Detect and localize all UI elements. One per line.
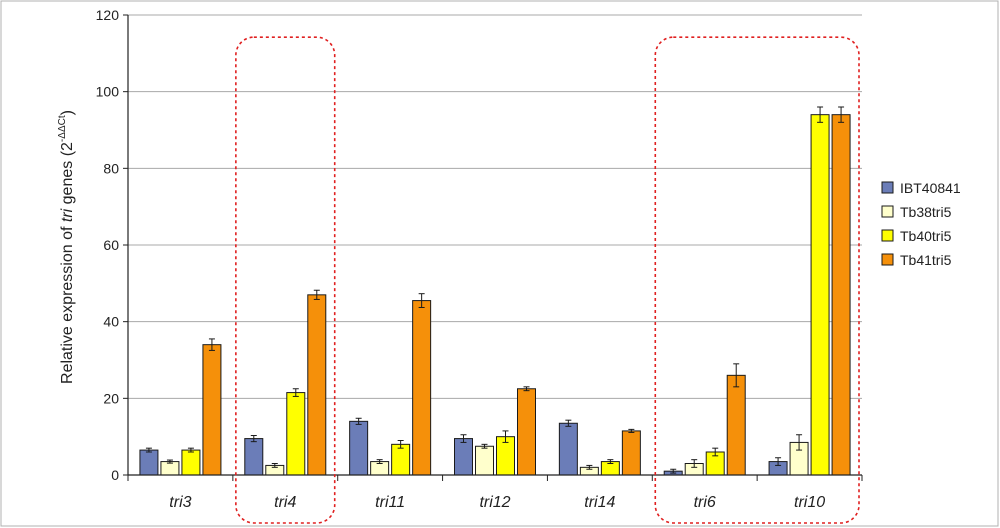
bar — [810, 114, 830, 476]
legend: IBT40841 Tb38tri5 Tb40tri5 Tb41tri5 — [881, 180, 961, 268]
bar — [558, 422, 578, 476]
y-axis-label-close: ) — [59, 110, 76, 115]
y-axis-label-superscript: -ΔΔCt — [57, 115, 68, 142]
y-tick-label: 80 — [103, 160, 119, 176]
x-category-label: tri6 — [694, 494, 716, 511]
bar — [286, 392, 306, 476]
x-category-label: tri4 — [274, 494, 296, 511]
highlight-boxes — [235, 36, 860, 524]
y-axis-label: Relative expression of tri genes (2-ΔΔCt… — [57, 110, 76, 384]
bar — [349, 420, 369, 476]
y-tick-label: 100 — [96, 84, 120, 100]
legend-swatch — [881, 253, 894, 266]
axes: 0 20 40 60 80 100 120 tri3 tri4 tri11 tri12 tri14 tr… — [96, 7, 863, 511]
y-tick-label: 60 — [103, 237, 119, 253]
bar — [202, 344, 222, 476]
legend-label: Tb41tri5 — [900, 252, 952, 268]
y-axis-label-italic: tri — [59, 208, 76, 222]
x-category-label: tri12 — [479, 494, 510, 511]
legend-label: Tb38tri5 — [900, 204, 952, 220]
bar — [139, 449, 159, 476]
y-tick-label: 20 — [103, 390, 119, 406]
bar — [726, 374, 746, 476]
bars — [139, 106, 851, 476]
bar — [181, 449, 201, 476]
bar — [517, 388, 536, 476]
bar — [831, 114, 851, 476]
legend-label: IBT40841 — [900, 180, 961, 196]
bar — [621, 430, 641, 476]
highlight-box — [235, 36, 336, 524]
bar — [391, 443, 411, 476]
bar — [475, 445, 494, 476]
y-tick-label: 0 — [111, 467, 119, 483]
x-category-label: tri14 — [584, 494, 615, 511]
legend-label: Tb40tri5 — [900, 228, 952, 244]
y-tick-label: 40 — [103, 314, 119, 330]
x-category-label: tri3 — [169, 494, 191, 511]
bar — [454, 438, 473, 476]
bar — [244, 438, 264, 476]
legend-swatch — [881, 181, 894, 194]
y-axis-label-suffix: genes (2 — [59, 142, 76, 209]
legend-swatch — [881, 205, 894, 218]
highlight-box — [654, 36, 860, 524]
bar — [307, 294, 327, 476]
x-category-label: tri11 — [375, 494, 405, 511]
legend-swatch — [881, 229, 894, 242]
y-tick-label: 120 — [96, 7, 120, 23]
y-axis-label-prefix: Relative expression of — [59, 222, 76, 384]
bar — [412, 300, 432, 476]
x-category-label: tri10 — [794, 494, 825, 511]
